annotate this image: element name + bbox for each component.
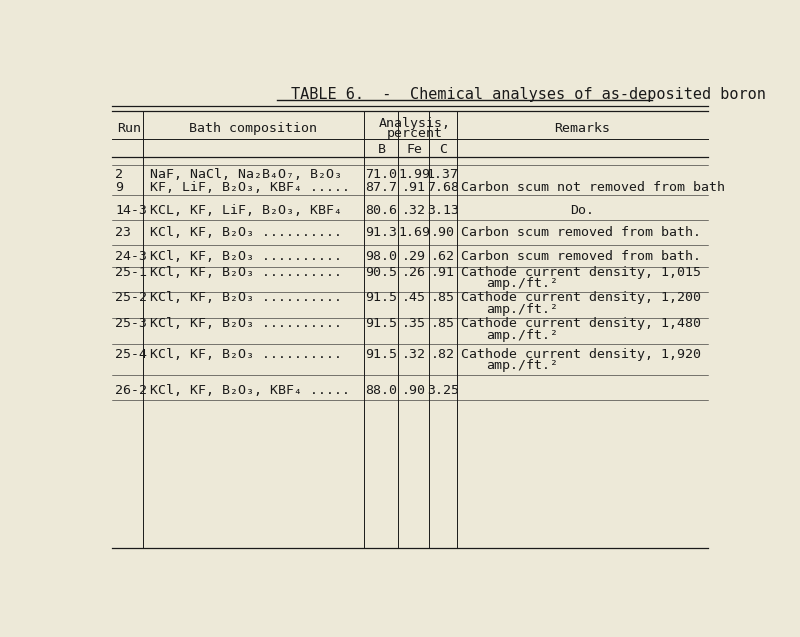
Text: .29: .29 [402, 250, 426, 263]
Text: .62: .62 [431, 250, 455, 263]
Text: amp./ft.²: amp./ft.² [486, 278, 558, 290]
Text: .45: .45 [402, 291, 426, 304]
Text: amp./ft.²: amp./ft.² [486, 303, 558, 316]
Text: NaF, NaCl, Na₂B₄O₇, B₂O₃: NaF, NaCl, Na₂B₄O₇, B₂O₃ [150, 168, 342, 181]
Text: Fe: Fe [406, 143, 422, 155]
Text: .35: .35 [402, 317, 426, 330]
Text: KCl, KF, B₂O₃ ..........: KCl, KF, B₂O₃ .......... [150, 317, 342, 330]
Text: 1.37: 1.37 [427, 168, 459, 181]
Text: 90.5: 90.5 [366, 266, 398, 278]
Text: KCl, KF, B₂O₃ ..........: KCl, KF, B₂O₃ .......... [150, 250, 342, 263]
Text: 3.25: 3.25 [427, 384, 459, 397]
Text: Carbon scum not removed from bath: Carbon scum not removed from bath [461, 182, 725, 194]
Text: .26: .26 [402, 266, 426, 278]
Text: Remarks: Remarks [554, 122, 610, 136]
Text: KCl, KF, B₂O₃ ..........: KCl, KF, B₂O₃ .......... [150, 348, 342, 361]
Text: KCl, KF, B₂O₃, KBF₄ .....: KCl, KF, B₂O₃, KBF₄ ..... [150, 384, 350, 397]
Text: .90: .90 [402, 384, 426, 397]
Text: .91: .91 [402, 182, 426, 194]
Text: amp./ft.²: amp./ft.² [486, 359, 558, 373]
Text: Carbon scum removed from bath.: Carbon scum removed from bath. [461, 226, 701, 239]
Text: .82: .82 [431, 348, 455, 361]
Text: B: B [378, 143, 386, 155]
Text: 2: 2 [115, 168, 123, 181]
Text: KF, LiF, B₂O₃, KBF₄ .....: KF, LiF, B₂O₃, KBF₄ ..... [150, 182, 350, 194]
Text: .85: .85 [431, 317, 455, 330]
Text: .90: .90 [431, 226, 455, 239]
Text: 7.68: 7.68 [427, 182, 459, 194]
Text: 71.0: 71.0 [366, 168, 398, 181]
Text: Carbon scum removed from bath.: Carbon scum removed from bath. [461, 250, 701, 263]
Text: 88.0: 88.0 [366, 384, 398, 397]
Text: 98.0: 98.0 [366, 250, 398, 263]
Text: C: C [439, 143, 447, 155]
Text: 23: 23 [115, 226, 131, 239]
Text: 91.3: 91.3 [366, 226, 398, 239]
Text: Chemical analyses of as-deposited boron: Chemical analyses of as-deposited boron [410, 87, 766, 101]
Text: Analysis,: Analysis, [378, 117, 450, 129]
Text: Cathode current density, 1,920: Cathode current density, 1,920 [461, 348, 701, 361]
Text: 91.5: 91.5 [366, 291, 398, 304]
Text: .85: .85 [431, 291, 455, 304]
Text: Do.: Do. [570, 204, 594, 217]
Text: 24-3: 24-3 [115, 250, 147, 263]
Text: 1.69: 1.69 [398, 226, 430, 239]
Text: KCl, KF, B₂O₃ ..........: KCl, KF, B₂O₃ .......... [150, 266, 342, 278]
Text: 25-2: 25-2 [115, 291, 147, 304]
Text: 80.6: 80.6 [366, 204, 398, 217]
Text: 26-2: 26-2 [115, 384, 147, 397]
Text: 1.99: 1.99 [398, 168, 430, 181]
Text: 91.5: 91.5 [366, 348, 398, 361]
Text: percent: percent [386, 127, 442, 140]
Text: 91.5: 91.5 [366, 317, 398, 330]
Text: 25-4: 25-4 [115, 348, 147, 361]
Text: 25-1: 25-1 [115, 266, 147, 278]
Text: 25-3: 25-3 [115, 317, 147, 330]
Text: .32: .32 [402, 204, 426, 217]
Text: 14-3: 14-3 [115, 204, 147, 217]
Text: Cathode current density, 1,200: Cathode current density, 1,200 [461, 291, 701, 304]
Text: 9: 9 [115, 182, 123, 194]
Text: KCl, KF, B₂O₃ ..........: KCl, KF, B₂O₃ .......... [150, 291, 342, 304]
Text: Bath composition: Bath composition [189, 122, 317, 136]
Text: .32: .32 [402, 348, 426, 361]
Text: 87.7: 87.7 [366, 182, 398, 194]
Text: amp./ft.²: amp./ft.² [486, 329, 558, 342]
Text: Cathode current density, 1,015: Cathode current density, 1,015 [461, 266, 701, 278]
Text: KCL, KF, LiF, B₂O₃, KBF₄: KCL, KF, LiF, B₂O₃, KBF₄ [150, 204, 342, 217]
Text: Run: Run [117, 122, 141, 136]
Text: .91: .91 [431, 266, 455, 278]
Text: 3.13: 3.13 [427, 204, 459, 217]
Text: TABLE 6.  -: TABLE 6. - [291, 87, 410, 101]
Text: Cathode current density, 1,480: Cathode current density, 1,480 [461, 317, 701, 330]
Text: KCl, KF, B₂O₃ ..........: KCl, KF, B₂O₃ .......... [150, 226, 342, 239]
